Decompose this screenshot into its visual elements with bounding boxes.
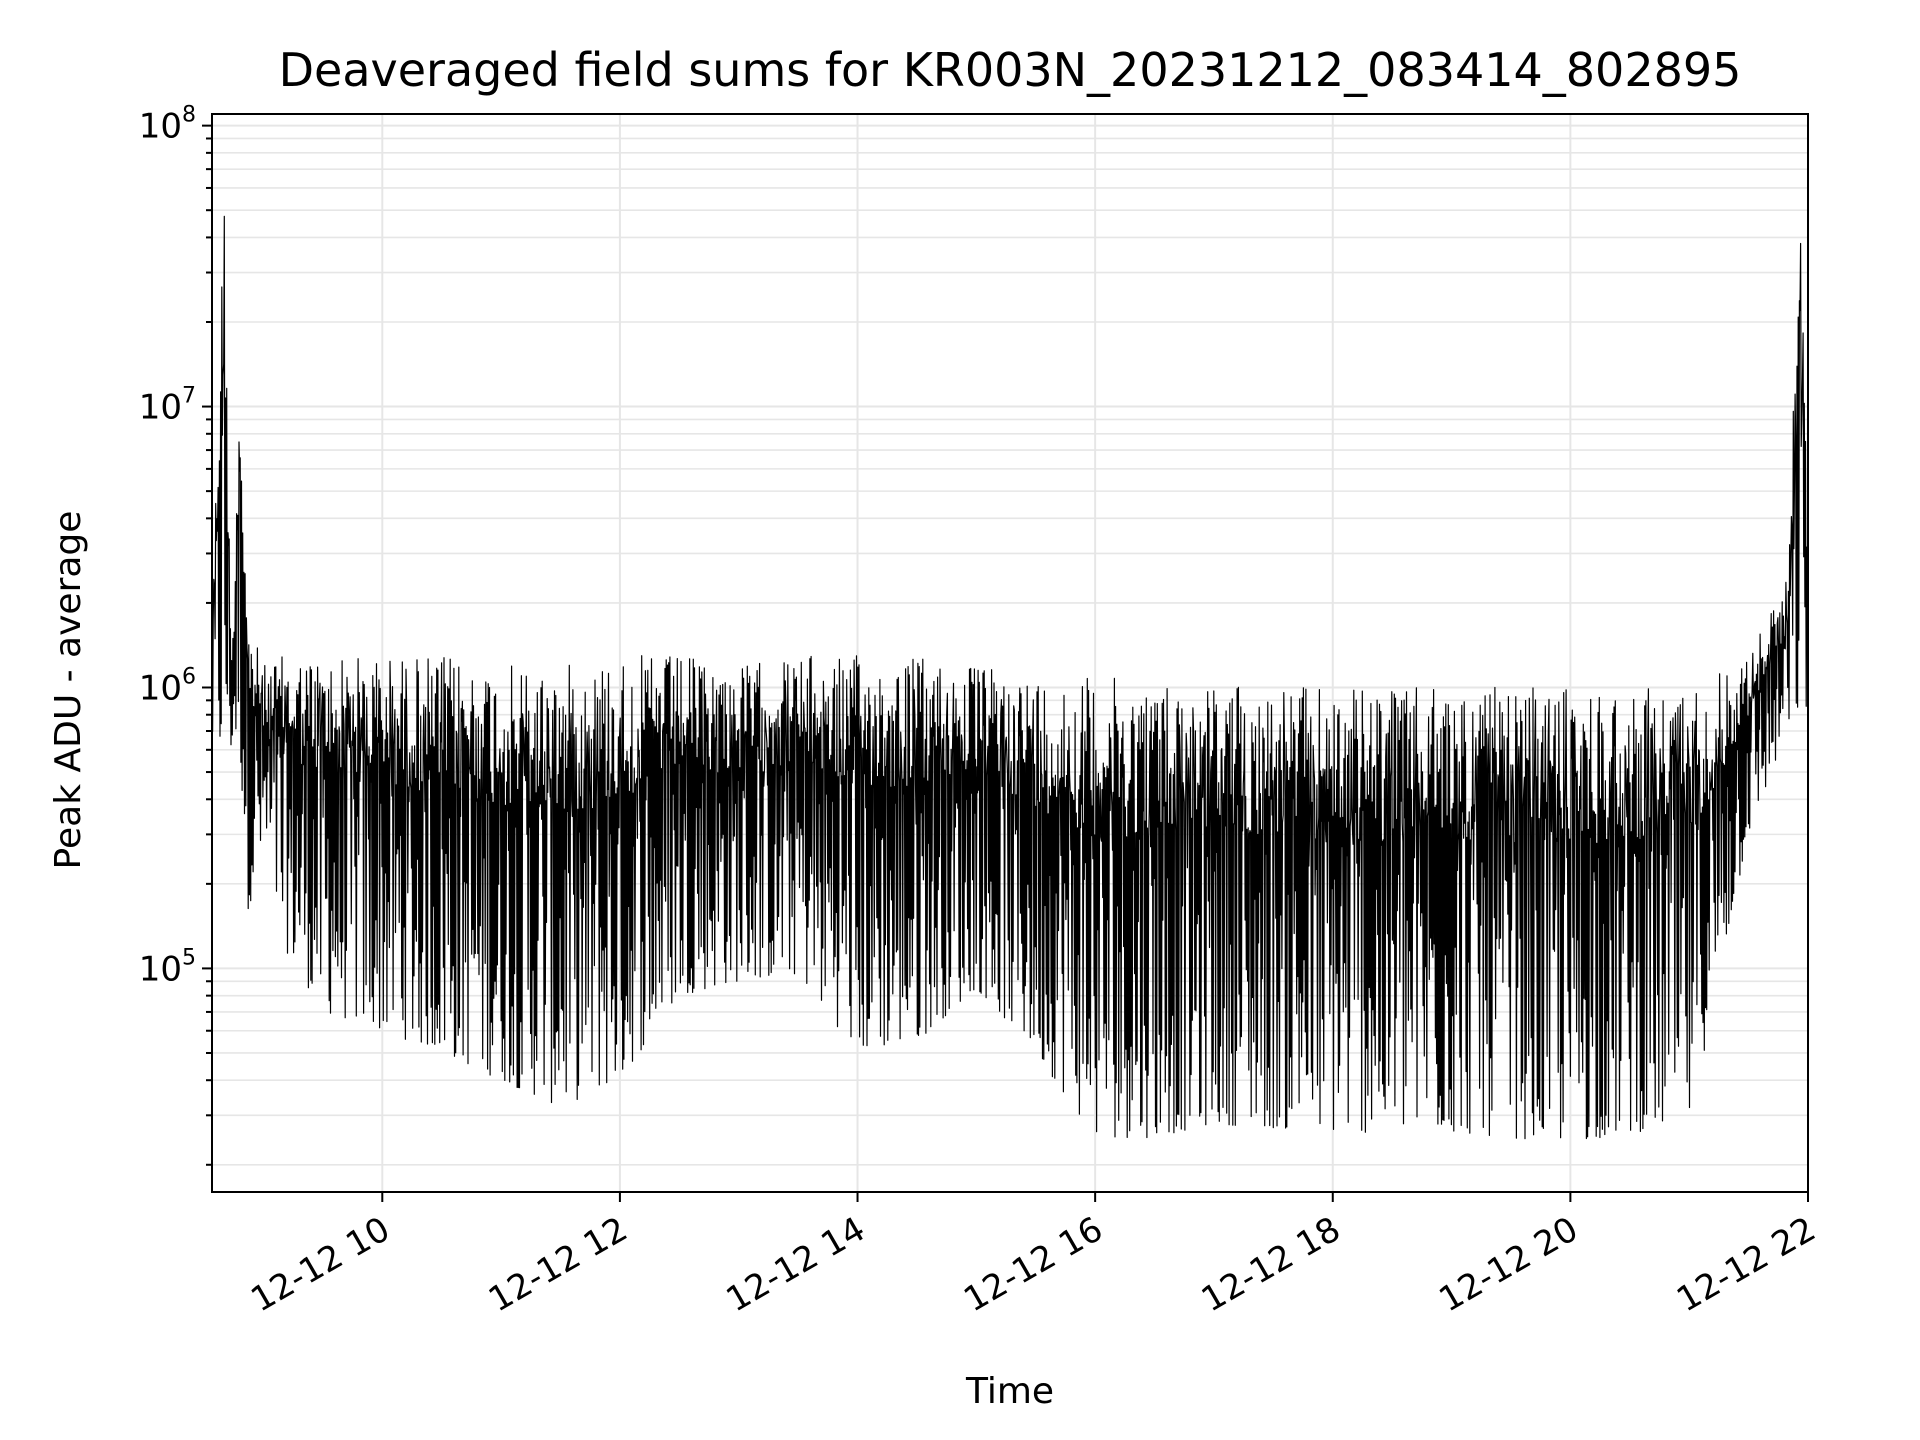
y-tick-label: 106 xyxy=(139,664,196,708)
y-axis-label: Peak ADU - average xyxy=(48,511,89,870)
y-tick-label: 105 xyxy=(139,945,196,989)
series-line xyxy=(211,215,1809,1140)
y-tick-label: 108 xyxy=(139,103,196,147)
y-tick-label: 107 xyxy=(139,384,196,428)
chart-title: Deaveraged field sums for KR003N_2023121… xyxy=(279,43,1742,97)
data-layer xyxy=(211,215,1809,1140)
plot-frame xyxy=(211,113,1809,1193)
x-axis-label: Time xyxy=(965,1371,1054,1412)
